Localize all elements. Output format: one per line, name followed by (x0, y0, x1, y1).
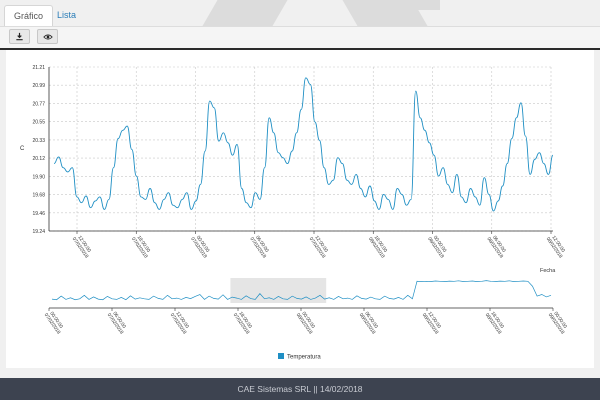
navigator-line (51, 280, 552, 301)
x-tick-label: 12:00:0007/02/2018 (71, 233, 94, 260)
legend-label: Temperatura (287, 355, 321, 361)
download-icon (16, 32, 23, 41)
tab-lista[interactable]: Lista (57, 10, 77, 20)
x-tick-label: 00:00:0007/02/2018 (189, 233, 212, 260)
y-tick-label: 19.68 (32, 193, 45, 199)
nav-tick-label: 18:00:0007/02/2018 (232, 309, 255, 336)
nav-tick-label: 12:00:0007/02/2018 (169, 309, 192, 336)
x-tick-label: 12:00:0007/02/2018 (308, 233, 331, 260)
temperature-chart: 21.21 20.99 20.77 20.55 20.33 20.12 19.90 19.68… (20, 65, 570, 361)
nav-tick-label: 06:00:0007/02/2018 (106, 309, 129, 336)
tab-grafico[interactable]: Gráfico (4, 5, 54, 26)
tab-bar: Gráfico Lista (0, 0, 600, 26)
x-tick-label: 18:00:0007/02/2018 (130, 233, 153, 260)
x-tick-label: 12:00:0008/02/2018 (545, 233, 568, 260)
y-tick-label: 20.99 (32, 83, 45, 89)
nav-tick-label: 12:00:0008/02/2018 (421, 309, 444, 336)
nav-tick-label: 00:00:0008/02/2018 (295, 309, 318, 336)
x-tick-label: 18:00:0008/02/2018 (367, 233, 390, 260)
y-tick-label: 21.21 (32, 65, 45, 71)
x-tick-label: 00:00:0008/02/2018 (426, 233, 449, 260)
navigator-x-axis: 00:00:0007/02/2018 06:00:0007/02/2018 12:0… (43, 308, 570, 336)
legend-swatch (278, 353, 284, 359)
temperature-line (53, 77, 554, 212)
download-button[interactable] (9, 29, 30, 44)
y-tick-label: 19.24 (32, 229, 45, 235)
x-axis-label: Fecha (540, 268, 556, 274)
chart-toolbar (0, 26, 600, 50)
nav-tick-label: 18:00:0008/02/2018 (484, 309, 507, 336)
footer: CAE Sistemas SRL || 14/02/2018 (0, 378, 600, 400)
x-axis: 12:00:0007/02/2018 18:00:0007/02/2018 00:0… (49, 230, 568, 260)
x-tick-label: 06:00:0008/02/2018 (485, 233, 508, 260)
x-tick-label: 06:00:0007/02/2018 (248, 233, 271, 260)
y-tick-label: 20.33 (32, 138, 45, 144)
nav-tick-label: 00:00:0007/02/2018 (43, 309, 66, 336)
eye-icon (42, 34, 53, 39)
chart-panel: 21.21 20.99 20.77 20.55 20.33 20.12 19.90 19.68… (6, 50, 594, 368)
background-shape (410, 0, 440, 10)
main-grid (49, 66, 553, 232)
y-tick-label: 20.55 (32, 120, 45, 126)
y-tick-label: 19.46 (32, 211, 45, 217)
nav-tick-label: 06:00:0008/02/2018 (358, 309, 381, 336)
nav-tick-label: 00:00:0009/02/2018 (547, 309, 570, 336)
footer-text: CAE Sistemas SRL || 14/02/2018 (237, 384, 363, 394)
y-tick-label: 20.77 (32, 101, 45, 107)
y-tick-label: 20.12 (32, 156, 45, 162)
y-axis: 21.21 20.99 20.77 20.55 20.33 20.12 19.90 19.68… (32, 65, 50, 235)
view-button[interactable] (37, 29, 58, 44)
y-tick-label: 19.90 (32, 174, 45, 180)
y-axis-label: C (20, 146, 25, 152)
legend[interactable]: Temperatura (278, 353, 321, 361)
